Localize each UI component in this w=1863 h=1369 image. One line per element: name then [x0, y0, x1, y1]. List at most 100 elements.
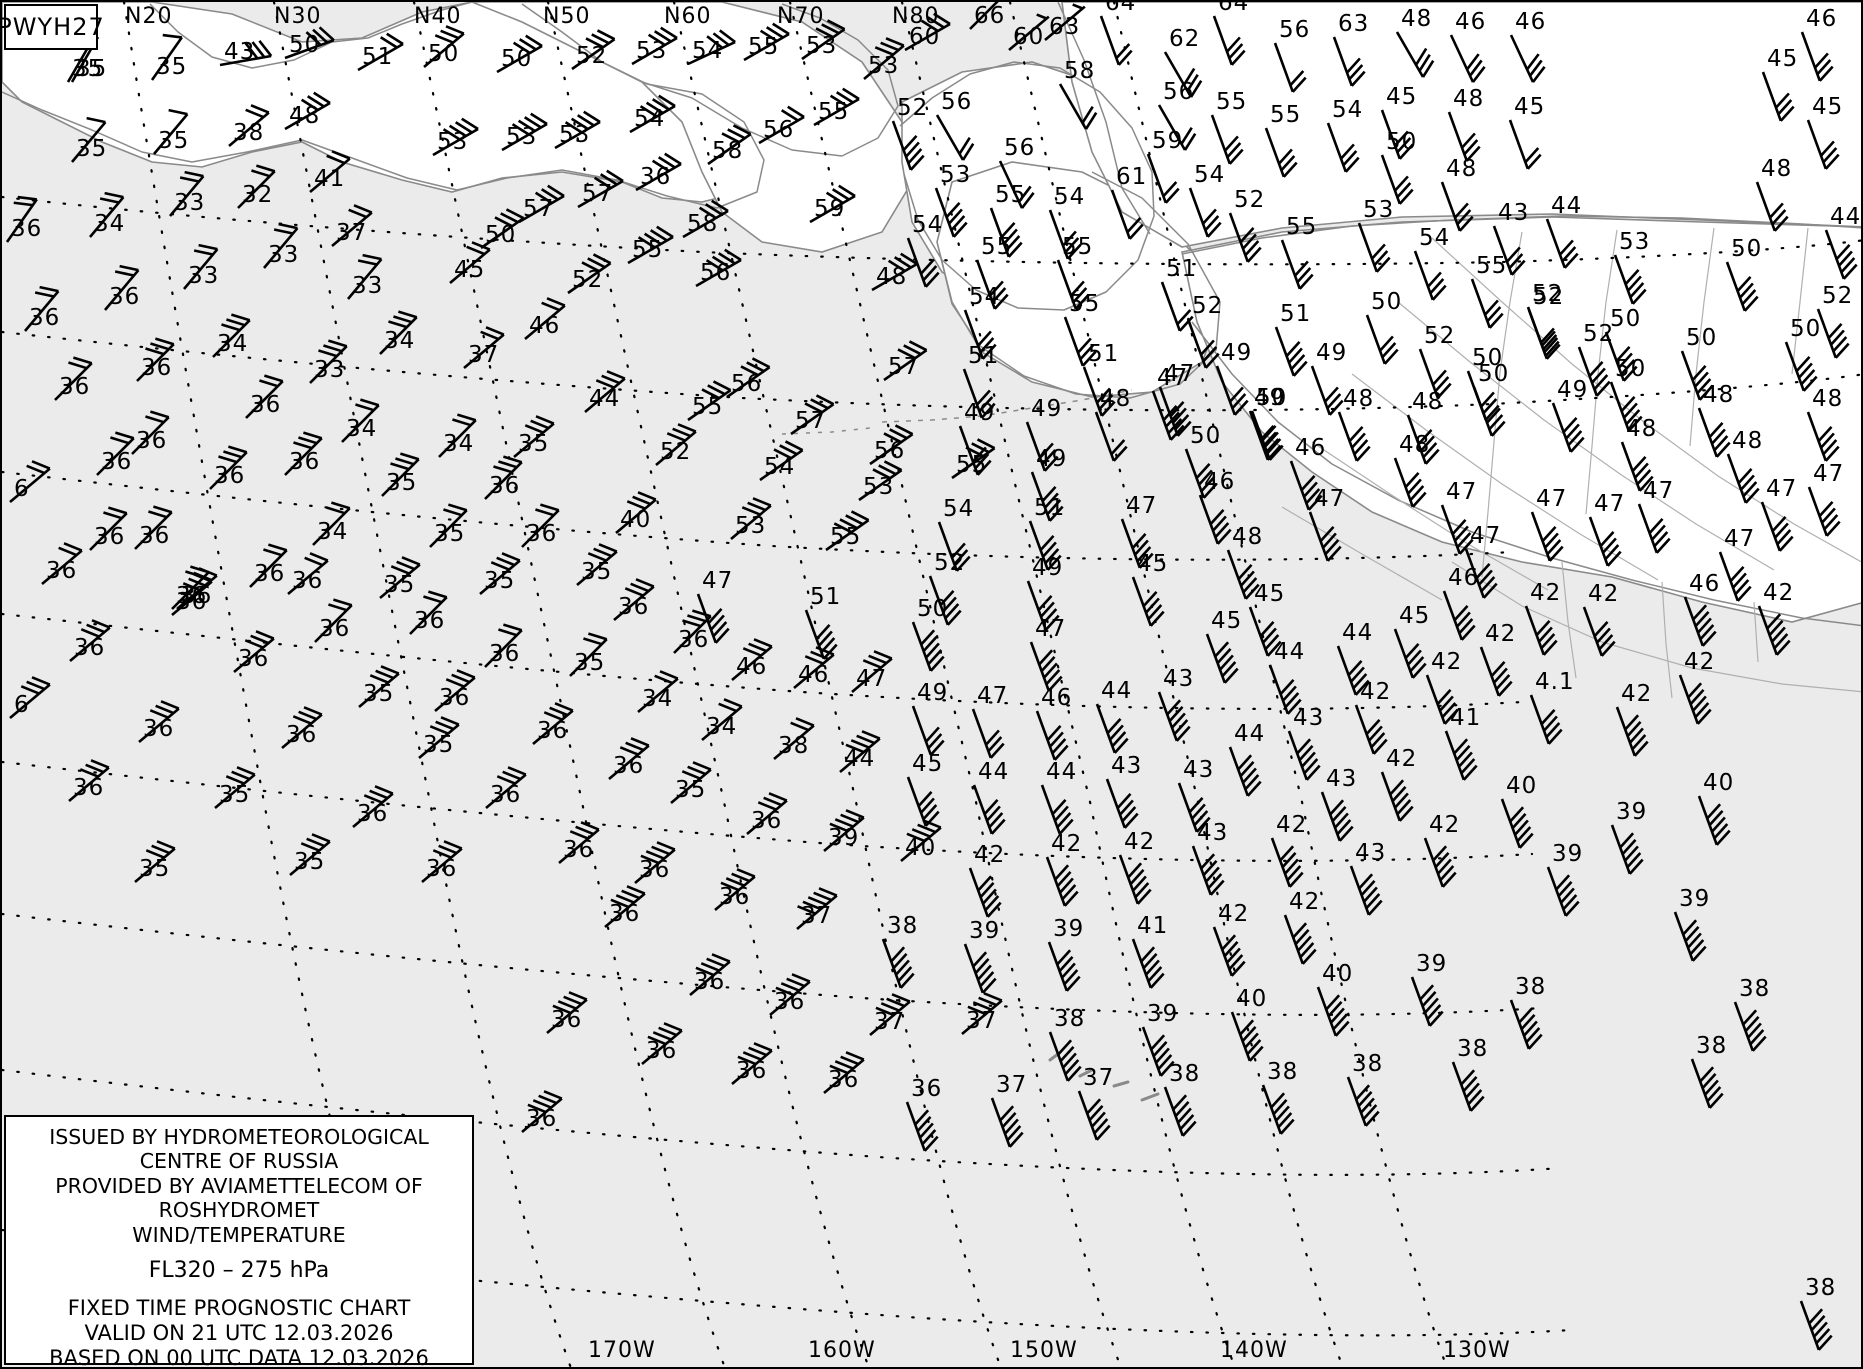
temperature-label: 39	[1053, 916, 1085, 942]
wind-barb	[613, 578, 655, 621]
temperature-label: 49	[917, 680, 949, 706]
wind-barb	[790, 394, 835, 436]
temperature-label: 38	[1515, 974, 1547, 1000]
temperature-label: 41	[1450, 705, 1482, 731]
temperature-label: 40	[1703, 770, 1735, 796]
wind-barb	[1230, 1011, 1264, 1062]
wind-barb	[1824, 229, 1858, 280]
temperature-label: 54	[943, 496, 975, 522]
wind-barb	[1551, 402, 1585, 453]
wind-barb	[249, 543, 288, 588]
wind-barb	[1336, 645, 1370, 696]
wind-barb	[1131, 938, 1165, 989]
temperature-label: 45	[1254, 581, 1286, 607]
wind-barb	[41, 542, 83, 585]
wind-barb	[1609, 381, 1643, 432]
temperature-label: 52	[1234, 187, 1266, 213]
wind-barb	[1690, 1058, 1724, 1109]
temperature-label: 36	[490, 782, 522, 808]
wind-barb	[1529, 694, 1563, 745]
wind-barb	[1726, 453, 1760, 504]
wind-barb	[825, 510, 870, 552]
wind-barb	[24, 285, 60, 332]
temperature-label: 44	[1830, 204, 1862, 230]
temperature-label: 34	[346, 416, 378, 442]
wind-barb	[1761, 71, 1795, 122]
wind-barb	[1423, 837, 1457, 888]
temperature-label: 50	[501, 46, 533, 72]
wind-barb	[501, 112, 548, 152]
temperature-label: 38	[233, 120, 265, 146]
temperature-label: 44	[1551, 193, 1583, 219]
temperature-label: 35	[574, 650, 606, 676]
temperature-label: 35	[434, 521, 466, 547]
temperature-label: 38	[1696, 1033, 1728, 1059]
temperature-label: 44	[1274, 639, 1306, 665]
temperature-label: 36	[646, 1038, 678, 1064]
wind-barb	[1418, 348, 1452, 399]
wind-barb	[731, 1042, 773, 1085]
wind-barb	[906, 776, 940, 827]
temperature-label: 54	[692, 38, 724, 64]
wind-barb	[958, 425, 992, 476]
wind-barb	[429, 503, 468, 548]
wind-barb	[905, 1101, 939, 1152]
wind-barb	[309, 150, 351, 193]
wind-barb	[1028, 520, 1062, 571]
wind-barb	[484, 455, 523, 500]
wind-barb	[68, 759, 110, 802]
wind-barb	[1380, 154, 1414, 205]
temperature-label: 55	[1476, 253, 1508, 279]
wind-barb	[96, 431, 135, 476]
wind-barb	[1449, 34, 1486, 83]
wind-barb	[1613, 254, 1647, 305]
wind-barb	[1210, 114, 1244, 165]
temperature-label: 36	[29, 305, 61, 331]
temperature-label: 35	[294, 849, 326, 875]
wind-barb	[1784, 341, 1818, 392]
temperature-label: 42	[1621, 681, 1653, 707]
temperature-label: 37	[336, 220, 368, 246]
wind-barb	[153, 108, 189, 155]
temperature-label: 43	[1183, 757, 1215, 783]
temperature-label: 50	[1790, 316, 1822, 342]
temperature-label: 32	[242, 182, 274, 208]
temperature-label: 33	[268, 242, 300, 268]
temperature-label: 36	[537, 718, 569, 744]
wind-barb	[823, 1051, 865, 1094]
temperature-label: 58	[712, 138, 744, 164]
temperature-label: 47	[1766, 476, 1798, 502]
temperature-label: 35	[484, 568, 516, 594]
wind-barb	[1755, 181, 1789, 232]
temperature-label: 49	[1557, 377, 1589, 403]
temperature-label: 52	[572, 267, 604, 293]
temperature-label: 45	[912, 751, 944, 777]
temperature-label: 54	[1332, 97, 1364, 123]
temperature-label: 53	[868, 53, 900, 79]
wind-barb	[1365, 314, 1399, 365]
wind-barb	[1380, 109, 1414, 160]
temperature-label: 36	[694, 969, 726, 995]
temperature-label: 51	[362, 44, 394, 70]
temperature-label: 42	[1386, 746, 1418, 772]
bulletin-id-box: PWYH27	[2, 4, 104, 50]
temperature-label: 54	[764, 454, 796, 480]
wind-barb	[911, 621, 945, 672]
temperature-label: 47	[1643, 478, 1675, 504]
wind-barb	[1320, 791, 1354, 842]
temperature-label: 36	[109, 284, 141, 310]
wind-barb	[689, 953, 731, 996]
temperature-label: 36	[254, 561, 286, 587]
temperature-label: 36	[94, 524, 126, 550]
wind-barb	[1047, 941, 1081, 992]
temperature-label: 55	[995, 182, 1027, 208]
temperature-label: 56	[874, 438, 906, 464]
temperature-label: 56	[1279, 17, 1311, 43]
temperature-label: 43	[1326, 766, 1358, 792]
temperature-label: 50	[917, 596, 949, 622]
wind-barb	[726, 357, 771, 399]
temperature-label: 50	[1190, 423, 1222, 449]
temperature-label: 48	[1401, 6, 1433, 32]
temperature-label: 50	[1615, 356, 1647, 382]
wind-barb	[1008, 13, 1050, 51]
